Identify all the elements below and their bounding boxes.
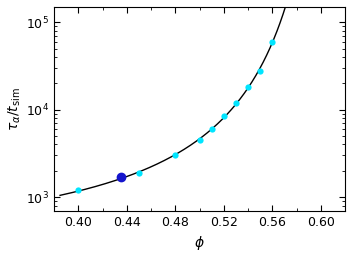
Y-axis label: $\tau_\alpha/t_\mathrm{sim}$: $\tau_\alpha/t_\mathrm{sim}$ [7, 87, 23, 131]
X-axis label: $\phi$: $\phi$ [194, 234, 205, 252]
